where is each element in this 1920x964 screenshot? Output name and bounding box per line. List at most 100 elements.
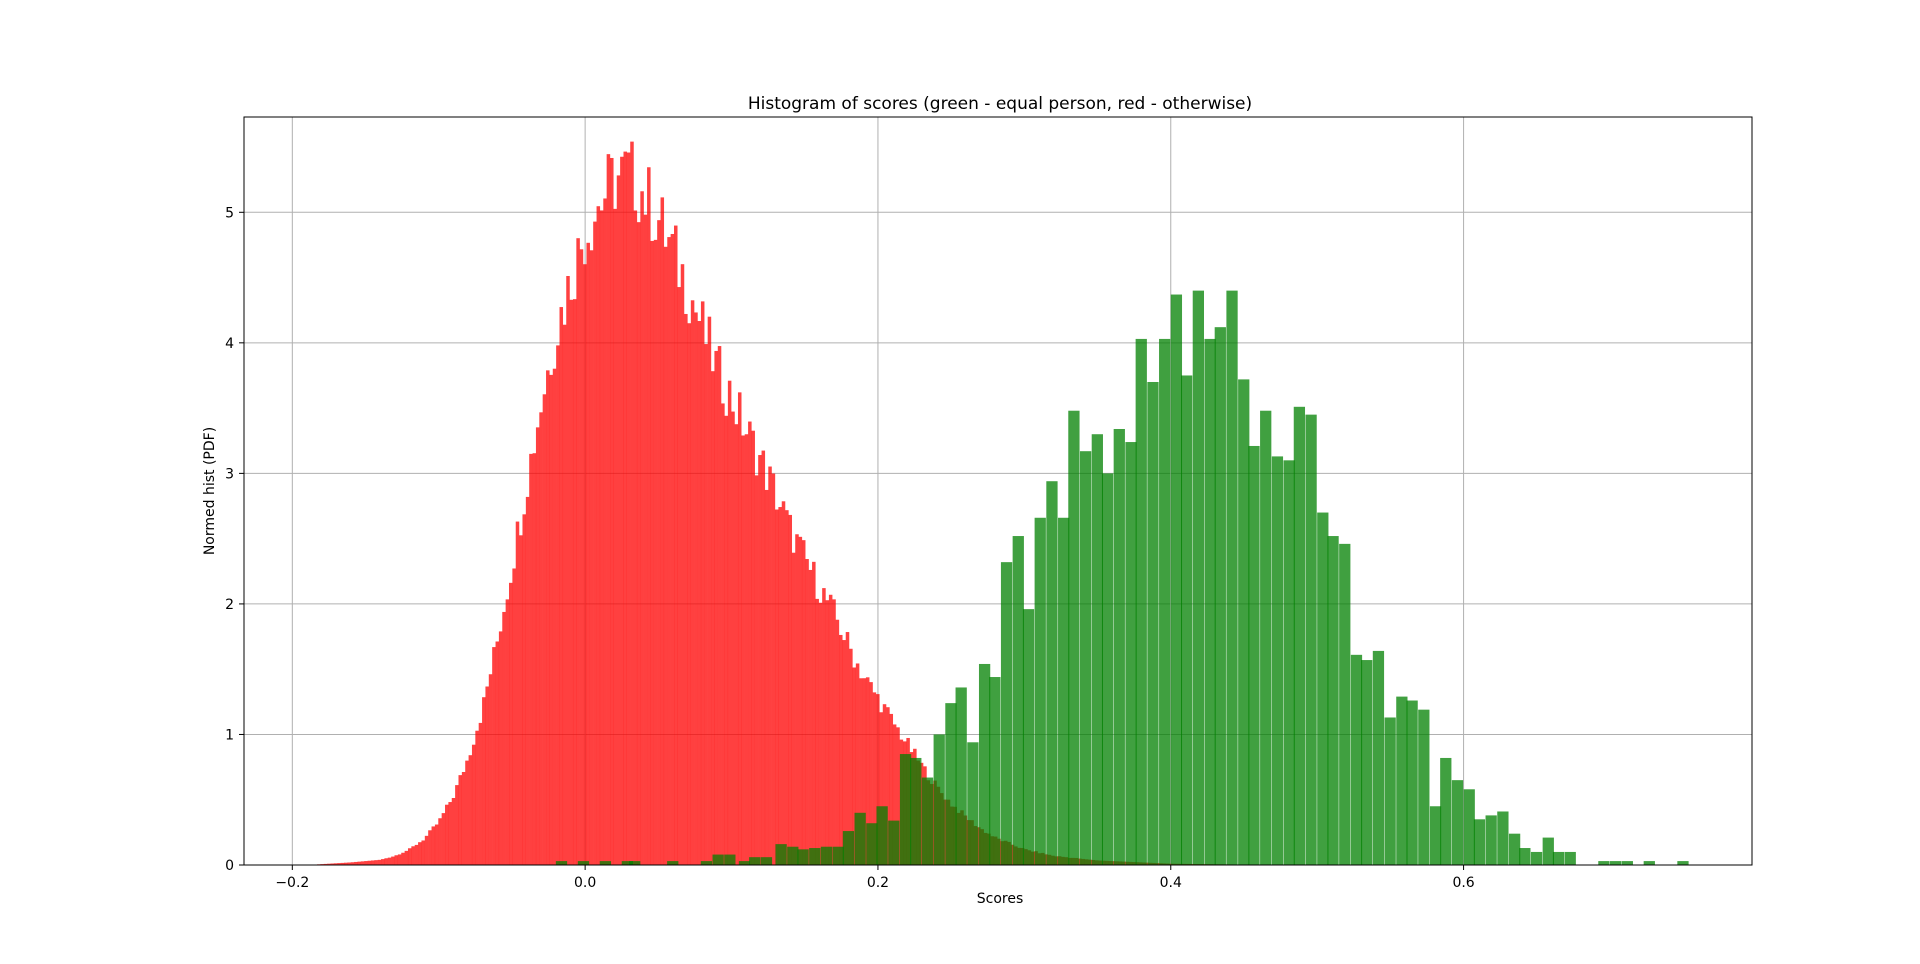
histogram-bar-green	[1396, 697, 1407, 865]
histogram-bar-red	[826, 600, 830, 865]
histogram-bar-green	[855, 813, 866, 865]
histogram-bar-green	[1464, 789, 1475, 865]
histogram-bar-red	[610, 158, 614, 865]
histogram-bar-red	[492, 647, 496, 865]
histogram-bar-green	[1068, 411, 1079, 865]
histogram-bar-green	[1136, 339, 1147, 865]
histogram-bar-red	[425, 836, 429, 865]
y-axis-label: Normed hist (PDF)	[202, 427, 218, 555]
histogram-bar-red	[452, 798, 456, 865]
histogram-bar-red	[603, 198, 607, 865]
histogram-bar-green	[1305, 415, 1316, 865]
histogram-bar-red	[795, 534, 799, 865]
histogram-bar-red	[782, 501, 786, 865]
histogram-bar-green	[1565, 852, 1576, 865]
histogram-bar-green	[1430, 806, 1441, 865]
histogram-bar-red	[357, 862, 361, 865]
histogram-bar-red	[405, 851, 409, 865]
histogram-bar-green	[701, 861, 712, 865]
histogram-bar-red	[681, 264, 685, 865]
histogram-bar-red	[751, 431, 755, 865]
histogram-bar-red	[809, 570, 813, 865]
histogram-bar-green	[1351, 655, 1362, 865]
histogram-bar-green	[1260, 411, 1271, 865]
histogram-bar-red	[445, 805, 449, 865]
histogram-bar-green	[797, 849, 808, 865]
histogram-bar-green	[1677, 861, 1688, 865]
histogram-bar-green	[1181, 375, 1192, 865]
histogram-bar-green	[1553, 852, 1564, 865]
histogram-bar-red	[475, 731, 479, 865]
histogram-bar-red	[432, 826, 436, 865]
histogram-bar-red	[637, 222, 641, 865]
histogram-bar-red	[583, 264, 587, 865]
histogram-bar-red	[748, 422, 752, 865]
histogram-bar-red	[522, 514, 526, 865]
histogram-bar-red	[506, 599, 510, 865]
histogram-bar-red	[664, 247, 668, 865]
histogram-bar-green	[1035, 518, 1046, 865]
histogram-bar-green	[1125, 442, 1136, 865]
histogram-bar-red	[482, 697, 486, 865]
histogram-bar-red	[667, 237, 671, 865]
histogram-bar-green	[967, 742, 978, 865]
histogram-bar-red	[539, 412, 543, 865]
histogram-bar-green	[1644, 861, 1655, 865]
histogram-bar-red	[785, 510, 789, 865]
histogram-bar-red	[600, 210, 604, 865]
histogram-bar-red	[677, 287, 681, 865]
histogram-bar-red	[509, 583, 513, 865]
histogram-bar-green	[1226, 291, 1237, 865]
histogram-bar-green	[556, 861, 567, 865]
histogram-bar-red	[738, 392, 742, 865]
histogram-bar-green	[1373, 651, 1384, 865]
histogram-bar-green	[1238, 379, 1249, 865]
histogram-bar-green	[1361, 660, 1372, 865]
histogram-bar-green	[866, 823, 877, 865]
histogram-bar-red	[536, 427, 540, 865]
histogram-bar-green	[956, 687, 967, 865]
histogram-bar-red	[805, 559, 809, 865]
histogram-bar-red	[634, 210, 638, 865]
histogram-bar-red	[620, 157, 624, 865]
histogram-bar-green	[910, 758, 921, 865]
histogram-bar-red	[758, 455, 762, 865]
y-tick-label: 3	[225, 466, 234, 482]
histogram-bar-red	[829, 595, 833, 865]
histogram-bar-green	[1204, 339, 1215, 865]
histogram-bar-green	[843, 831, 854, 865]
histogram-bar-green	[979, 664, 990, 865]
histogram-bar-green	[775, 844, 786, 865]
histogram-bar-green	[578, 861, 589, 865]
histogram-bar-red	[553, 369, 557, 865]
histogram-bar-red	[597, 206, 601, 865]
histogram-bar-red	[765, 490, 769, 865]
histogram-bar-green	[809, 848, 820, 865]
histogram-bar-red	[391, 857, 395, 865]
histogram-bar-red	[711, 371, 715, 865]
histogram-bar-red	[546, 370, 550, 865]
histogram-bar-red	[489, 674, 493, 865]
histogram-bar-red	[627, 153, 631, 865]
histogram-bar-green	[1610, 861, 1621, 865]
histogram-bar-red	[822, 588, 826, 865]
histogram-bar-red	[644, 215, 648, 865]
histogram-bar-red	[381, 859, 385, 865]
histogram-bar-red	[623, 152, 627, 865]
x-tick-label: 0.4	[1160, 875, 1182, 891]
histogram-bar-red	[650, 241, 654, 865]
histogram-bar-green	[1092, 434, 1103, 865]
histogram-bar-green	[667, 861, 678, 865]
histogram-bar-green	[1001, 562, 1012, 865]
histogram-bar-red	[812, 562, 816, 865]
histogram-bar-green	[713, 855, 724, 865]
histogram-bar-red	[368, 861, 372, 865]
histogram-bar-red	[745, 434, 749, 865]
x-tick-label: 0.2	[867, 875, 889, 891]
histogram-bar-red	[698, 321, 702, 865]
histogram-bar-green	[989, 677, 1000, 865]
histogram-bar-green	[1486, 815, 1497, 865]
histogram-bar-red	[415, 845, 419, 865]
histogram-bar-green	[1406, 701, 1417, 865]
histogram-bar-green	[1519, 848, 1530, 865]
